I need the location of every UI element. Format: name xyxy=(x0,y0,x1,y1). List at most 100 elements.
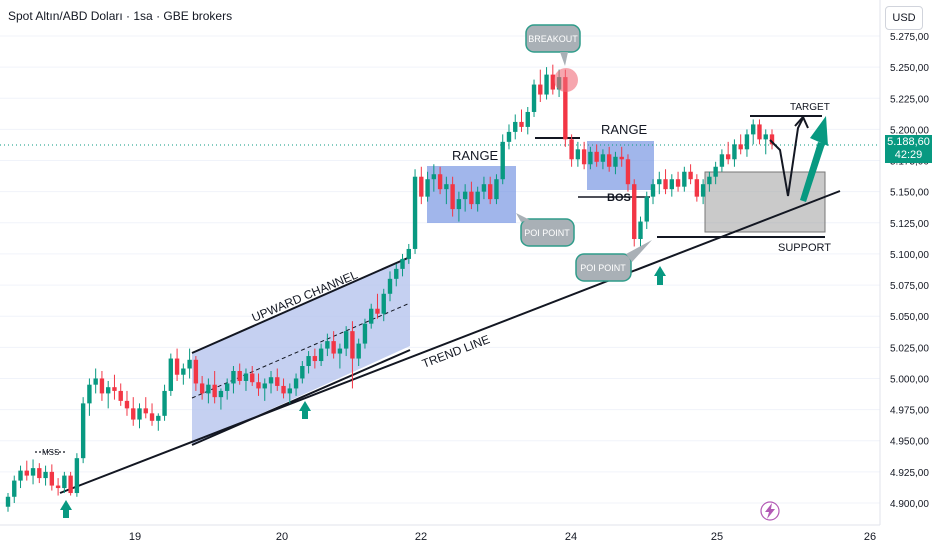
candle-up xyxy=(318,348,324,362)
range-box-2 xyxy=(587,141,654,190)
candle-down xyxy=(663,179,668,190)
candle-down xyxy=(581,149,587,165)
candle-down xyxy=(538,84,543,95)
candle-up xyxy=(243,373,249,381)
candle-up xyxy=(218,390,224,398)
candle-countdown: 42:29 xyxy=(894,149,923,161)
candle-down xyxy=(619,156,624,160)
candle-down xyxy=(519,121,524,127)
time-tick-label: 20 xyxy=(276,531,288,543)
candle-down xyxy=(331,341,336,354)
candle-down xyxy=(237,370,242,381)
candle-up xyxy=(306,356,311,367)
price-axis[interactable]: 5.275,005.250,005.225,005.200,005.175,00… xyxy=(890,32,929,510)
price-tick-label: 5.200,00 xyxy=(890,125,929,136)
current-price-tag: 5.188,60 42:29 xyxy=(885,135,932,163)
candle-up xyxy=(362,323,368,344)
price-tick-label: 5.150,00 xyxy=(890,188,929,199)
candle-down xyxy=(757,124,762,140)
candle-down xyxy=(625,159,631,185)
chart-grid xyxy=(0,35,880,504)
up-arrow-channel xyxy=(299,401,311,419)
candle-up xyxy=(43,471,48,479)
candle-up xyxy=(425,179,430,197)
candle-up xyxy=(337,348,343,354)
trend-line xyxy=(59,190,841,494)
candle-up xyxy=(400,258,405,269)
svg-text:BREAKOUT: BREAKOUT xyxy=(528,34,578,44)
candle-up xyxy=(462,191,468,200)
candle-down xyxy=(694,179,700,197)
candle-down xyxy=(688,171,693,180)
candle-down xyxy=(37,468,42,479)
candle-down xyxy=(738,144,743,150)
candle-down xyxy=(24,470,29,476)
candle-down xyxy=(256,382,261,389)
support-label: SUPPORT xyxy=(778,242,831,254)
candle-up xyxy=(387,278,393,294)
projection-arrowhead xyxy=(794,115,809,129)
time-tick-label: 22 xyxy=(415,531,427,543)
candle-up xyxy=(600,154,606,162)
target-arrow xyxy=(800,116,828,202)
candle-up xyxy=(481,184,487,192)
candle-up xyxy=(500,141,505,180)
candle-up xyxy=(719,154,725,167)
candle-up xyxy=(262,383,267,389)
upward-channel-area xyxy=(192,257,410,445)
breakout-circle xyxy=(554,68,578,92)
candle-down xyxy=(563,77,568,140)
candle-up xyxy=(638,221,643,239)
candle-up xyxy=(506,131,512,142)
candle-down xyxy=(550,74,556,90)
candle-up xyxy=(713,166,718,177)
candle-down xyxy=(469,191,474,205)
candle-down xyxy=(174,358,180,375)
time-tick-label: 26 xyxy=(864,531,876,543)
candle-down xyxy=(112,387,117,391)
candle-up xyxy=(494,179,499,200)
candle-up xyxy=(613,156,618,167)
candle-up xyxy=(30,468,36,476)
candle-down xyxy=(49,471,55,486)
candle-down xyxy=(68,475,73,494)
chart-title: Spot Altın/ABD Doları · 1sa · GBE broker… xyxy=(8,9,233,23)
support-zone-box xyxy=(704,171,826,233)
time-axis[interactable]: 19 20 22 24 25 26 xyxy=(129,531,876,543)
candle-up xyxy=(156,415,161,421)
candle-up xyxy=(744,134,750,150)
candle-down xyxy=(193,359,199,384)
candle-down xyxy=(594,151,599,162)
time-tick-label: 25 xyxy=(711,531,723,543)
time-tick-label: 19 xyxy=(129,531,141,543)
candle-up xyxy=(74,458,80,494)
price-tick-label: 5.125,00 xyxy=(890,219,929,230)
candle-up xyxy=(62,475,67,489)
candle-down xyxy=(143,408,148,414)
up-arrow-poi xyxy=(654,266,666,285)
target-label: TARGET xyxy=(790,102,830,113)
candle-up xyxy=(356,343,361,359)
candle-down xyxy=(632,184,637,239)
bos-label: BOS xyxy=(607,192,631,204)
candle-up xyxy=(137,408,142,420)
candle-down xyxy=(124,400,130,409)
candle-up xyxy=(206,384,211,394)
price-tick-label: 5.050,00 xyxy=(890,312,929,323)
candles-layer xyxy=(5,64,775,512)
candle-up xyxy=(444,184,449,190)
candle-up xyxy=(575,149,581,160)
candle-down xyxy=(350,331,355,359)
candle-up xyxy=(763,134,768,140)
candle-up xyxy=(412,176,418,249)
currency-button[interactable]: USD xyxy=(885,6,923,30)
candle-up xyxy=(325,341,330,349)
candle-up xyxy=(181,368,186,375)
candle-up xyxy=(18,470,23,481)
candle-down xyxy=(725,154,731,160)
candle-down xyxy=(569,139,574,160)
poi-callout-2: POI POINT xyxy=(575,240,652,282)
candle-up xyxy=(751,124,756,135)
lightning-icon[interactable] xyxy=(760,501,780,521)
